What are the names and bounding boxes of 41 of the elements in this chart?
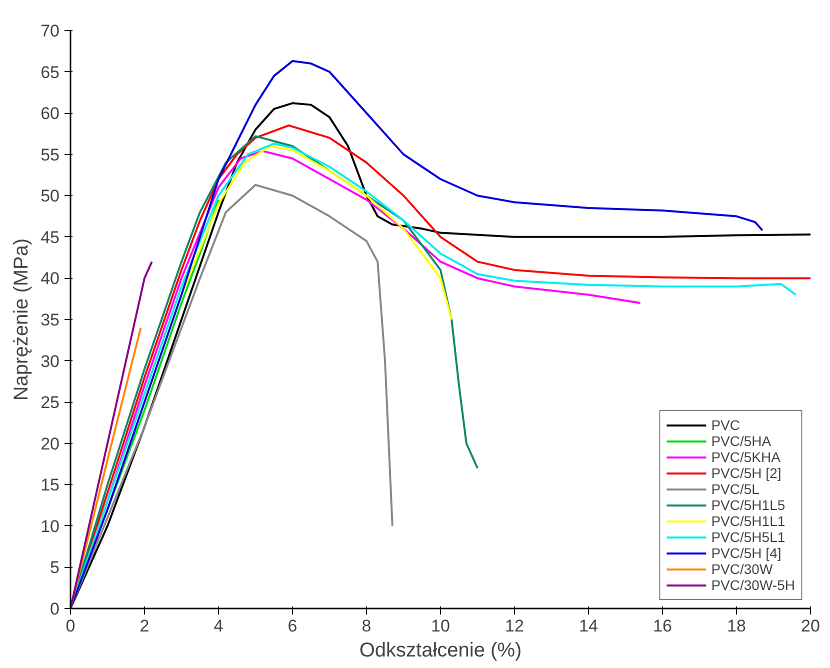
y-tick-label: 5 (50, 558, 60, 578)
x-tick-label: 20 (801, 616, 820, 636)
legend-label: PVC/5KHA (711, 449, 780, 465)
x-tick-label: 0 (66, 616, 76, 636)
line-series (70, 260, 153, 608)
legend-label: PVC/5L (711, 481, 760, 497)
x-tick-label: 12 (505, 616, 524, 636)
y-tick-label: 40 (40, 269, 60, 288)
y-tick-label: 45 (40, 228, 60, 247)
legend-label: PVC/5HA (711, 433, 772, 449)
y-tick-label: 50 (40, 186, 60, 206)
y-axis-title: Naprężenie (MPa) (10, 238, 33, 401)
y-tick-label: 15 (40, 476, 60, 495)
y-tick-label: 25 (40, 393, 60, 412)
legend-label: PVC/30W-5H (711, 577, 795, 593)
legend-label: PVC (711, 417, 740, 433)
x-tick-label: 16 (653, 616, 672, 636)
legend-label: PVC/5H [2] (711, 465, 782, 481)
x-tick-label: 10 (431, 616, 450, 636)
legend-label: PVC/5H1L1 (711, 513, 786, 529)
legend-label: PVC/5H1L5 (711, 497, 786, 513)
x-tick-label: 6 (288, 616, 298, 636)
y-tick-label: 10 (40, 516, 60, 536)
x-tick-label: 14 (579, 616, 598, 636)
x-tick-label: 2 (140, 616, 150, 636)
y-tick-label: 70 (40, 22, 60, 40)
x-tick-label: 4 (214, 616, 224, 636)
y-tick-label: 0 (50, 600, 60, 618)
y-tick-label: 30 (40, 352, 60, 371)
x-tick-label: 8 (362, 616, 372, 636)
legend-label: PVC/5H [4] (711, 545, 782, 561)
x-axis-title: Odkształcenie (%) (359, 640, 522, 662)
y-tick-label: 20 (40, 434, 60, 454)
x-tick-label: 18 (727, 616, 746, 636)
y-tick-label: 35 (40, 310, 60, 330)
y-tick-label: 55 (40, 145, 60, 164)
y-tick-label: 65 (40, 62, 60, 82)
line-series (70, 184, 394, 608)
y-tick-label: 60 (40, 104, 60, 124)
legend-label: PVC/5H5L1 (711, 529, 786, 545)
legend-label: PVC/30W (711, 561, 773, 577)
